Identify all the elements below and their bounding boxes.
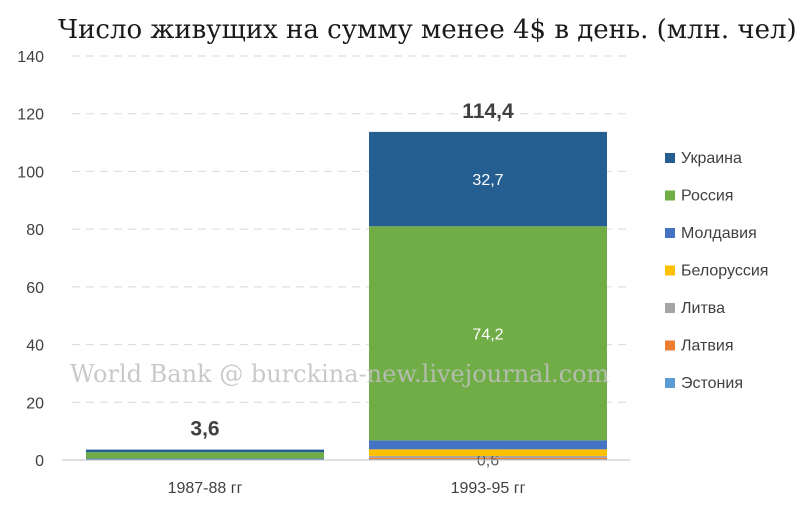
bar-segment: [86, 458, 324, 460]
legend-label: Украина: [681, 150, 742, 167]
bars: 3,6 0,6 74,2 32,7 114,4: [86, 100, 607, 470]
legend-label: Россия: [681, 188, 733, 205]
legend-label: Литва: [681, 300, 725, 317]
y-tick-label: 40: [26, 338, 44, 355]
bar-segment: [86, 449, 324, 453]
data-label: 0,6: [477, 453, 499, 470]
y-tick-label: 100: [17, 164, 44, 181]
bar-segment: [86, 452, 324, 459]
y-tick-label: 0: [35, 453, 44, 470]
bar-segment: [369, 131, 607, 227]
data-label: 32,7: [472, 172, 503, 189]
y-tick-label: 120: [17, 107, 44, 124]
legend-swatch: [665, 228, 675, 238]
legend-label: Латвия: [681, 338, 733, 355]
y-tick-label: 60: [26, 280, 44, 297]
legend: Украина Россия Молдавия Белоруссия Литва Латв…: [665, 150, 768, 392]
bar-segment: [369, 455, 607, 458]
y-tick-label: 20: [26, 395, 44, 412]
watermark-text: World Bank @ burckina-new.livejournal.co…: [70, 360, 610, 388]
legend-swatch: [665, 303, 675, 313]
legend-swatch: [665, 340, 675, 351]
x-tick-label: 1993-95 гг: [451, 480, 526, 497]
legend-swatch: [665, 265, 675, 276]
x-axis: 1987-88 гг 1993-95 гг: [62, 459, 630, 497]
bar-segment: [369, 457, 607, 460]
y-tick-label: 140: [17, 49, 44, 66]
y-axis: 0 20 40 60 80 100 120 140: [17, 49, 44, 470]
legend-label: Эстония: [681, 375, 743, 392]
total-label: 3,6: [190, 418, 219, 441]
legend-swatch: [665, 153, 675, 163]
legend-swatch: [665, 378, 675, 388]
x-tick-label: 1987-88 гг: [168, 480, 243, 497]
total-label: 114,4: [462, 100, 514, 123]
legend-swatch: [665, 190, 675, 201]
bar-segment: [369, 226, 607, 441]
bar-segment: [369, 449, 607, 456]
legend-label: Белоруссия: [681, 263, 768, 280]
data-label: 74,2: [472, 326, 503, 343]
chart-title: Число живущих на сумму менее 4$ в день. …: [58, 15, 797, 45]
y-tick-label: 80: [26, 222, 44, 239]
bar-segment: [369, 440, 607, 450]
legend-label: Молдавия: [681, 225, 757, 242]
